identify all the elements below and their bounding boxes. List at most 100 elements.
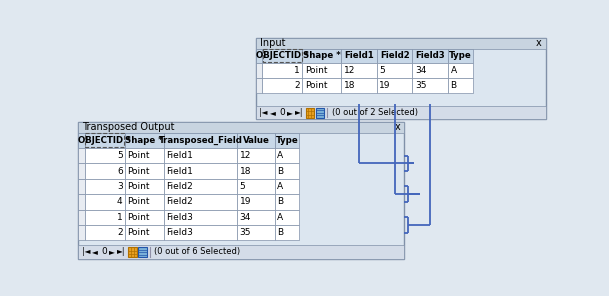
Bar	[238, 133, 275, 148]
Bar	[275, 210, 300, 225]
Bar	[85, 163, 125, 179]
Bar	[79, 148, 85, 163]
Bar	[412, 49, 448, 63]
Bar	[303, 78, 341, 92]
Bar	[164, 225, 238, 240]
Bar	[125, 194, 164, 210]
Text: Value: Value	[242, 136, 269, 145]
Text: Transposed Output: Transposed Output	[82, 122, 175, 132]
Text: Point: Point	[304, 66, 327, 75]
Bar	[125, 148, 164, 163]
Text: Field1: Field1	[166, 151, 193, 160]
Text: A: A	[277, 182, 283, 191]
Bar	[238, 210, 275, 225]
Text: |◄: |◄	[82, 247, 90, 256]
Bar	[85, 194, 125, 210]
Text: ◄: ◄	[93, 247, 98, 256]
Text: 6: 6	[117, 167, 122, 176]
Text: 4: 4	[117, 197, 122, 206]
Text: 1: 1	[117, 213, 122, 222]
Text: 3: 3	[117, 182, 122, 191]
Bar	[79, 179, 85, 194]
Bar	[85, 148, 125, 163]
Text: ►|: ►|	[295, 108, 303, 117]
Bar	[164, 210, 238, 225]
Bar	[164, 163, 238, 179]
Text: Field2: Field2	[166, 182, 193, 191]
Text: Field3: Field3	[166, 228, 193, 237]
Bar	[256, 63, 262, 78]
Bar	[164, 148, 238, 163]
Text: 18: 18	[240, 167, 251, 176]
Bar	[138, 247, 147, 257]
Text: Field2: Field2	[166, 197, 193, 206]
Bar	[164, 179, 238, 194]
Bar	[341, 63, 377, 78]
Bar	[341, 49, 377, 63]
Bar	[256, 106, 546, 120]
Text: 2: 2	[117, 228, 122, 237]
Text: 12: 12	[240, 151, 251, 160]
Text: Type: Type	[275, 136, 298, 145]
Bar	[79, 133, 85, 148]
Bar	[238, 225, 275, 240]
Text: 18: 18	[343, 81, 355, 90]
Bar	[256, 38, 546, 120]
Bar	[79, 194, 85, 210]
Text: Shape *: Shape *	[125, 136, 163, 145]
Bar	[303, 49, 341, 63]
Text: Point: Point	[304, 81, 327, 90]
Text: Input: Input	[260, 38, 285, 48]
Text: x: x	[394, 122, 400, 132]
Text: Point: Point	[127, 167, 150, 176]
Text: Field3: Field3	[415, 52, 445, 60]
Text: Field3: Field3	[166, 213, 193, 222]
Bar	[79, 210, 85, 225]
Text: 0: 0	[279, 108, 285, 117]
Bar	[303, 63, 341, 78]
Bar	[377, 78, 412, 92]
Bar	[262, 78, 303, 92]
Text: B: B	[277, 167, 283, 176]
Bar	[256, 78, 262, 92]
Bar	[263, 49, 301, 62]
Bar	[85, 225, 125, 240]
Text: A: A	[451, 66, 457, 75]
Text: 35: 35	[240, 228, 251, 237]
Bar	[125, 179, 164, 194]
Bar	[275, 179, 300, 194]
Bar	[238, 163, 275, 179]
Bar	[85, 133, 124, 147]
Text: B: B	[451, 81, 457, 90]
Bar	[275, 194, 300, 210]
Text: Point: Point	[127, 151, 150, 160]
Bar	[341, 78, 377, 92]
Text: |◄: |◄	[259, 108, 267, 117]
Text: Field2: Field2	[380, 52, 409, 60]
Text: ►: ►	[110, 247, 115, 256]
Bar	[79, 245, 404, 259]
Text: Field1: Field1	[344, 52, 374, 60]
Bar	[377, 63, 412, 78]
Bar	[85, 210, 125, 225]
Text: OBJECTID *: OBJECTID *	[256, 52, 309, 60]
Text: 35: 35	[415, 81, 426, 90]
Bar	[412, 78, 448, 92]
Bar	[164, 133, 238, 148]
Text: Type: Type	[449, 52, 472, 60]
Bar	[79, 122, 404, 259]
Bar	[238, 148, 275, 163]
Bar	[377, 49, 412, 63]
Text: A: A	[277, 151, 283, 160]
Text: (0 out of 2 Selected): (0 out of 2 Selected)	[332, 108, 418, 117]
Text: Field1: Field1	[166, 167, 193, 176]
Text: Shape *: Shape *	[303, 52, 340, 60]
Text: 5: 5	[379, 66, 385, 75]
Bar	[412, 63, 448, 78]
Text: x: x	[536, 38, 542, 48]
Text: 5: 5	[117, 151, 122, 160]
Bar	[125, 163, 164, 179]
Bar	[448, 49, 473, 63]
Bar	[275, 163, 300, 179]
Bar	[85, 133, 125, 148]
